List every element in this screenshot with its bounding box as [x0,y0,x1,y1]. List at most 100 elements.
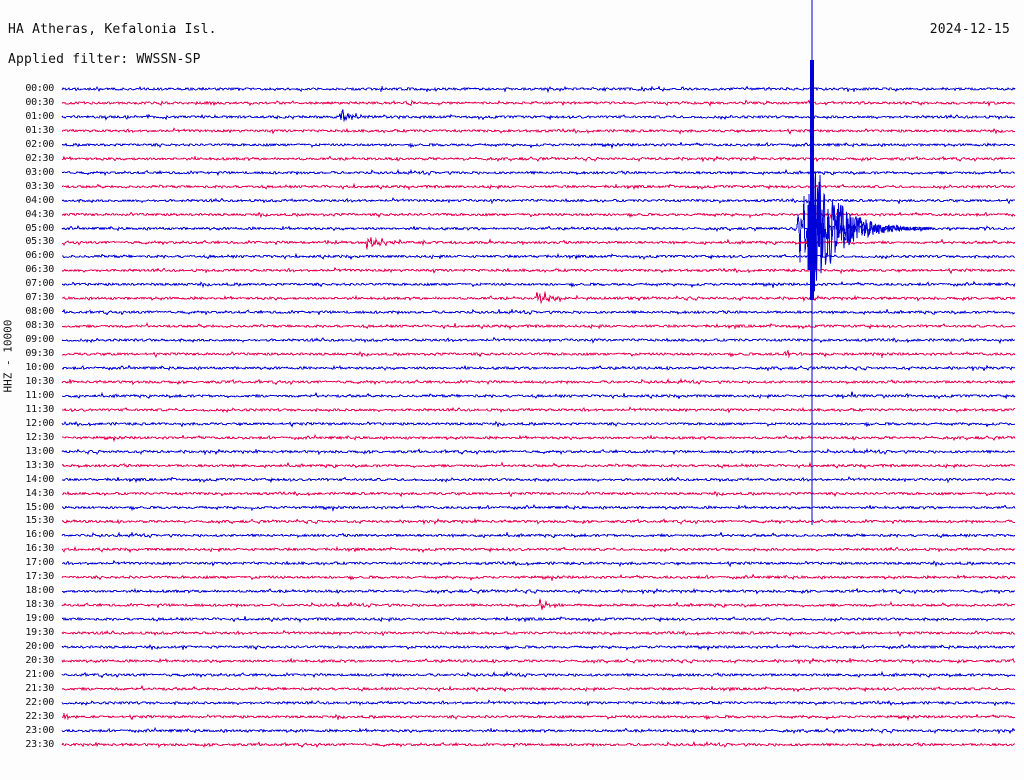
trace-row [61,127,1016,135]
time-label: 00:30 [25,96,54,108]
time-label: 01:00 [25,110,54,122]
trace-row [61,197,1016,205]
time-label: 22:00 [25,696,54,708]
time-label: 19:00 [25,613,54,625]
trace-row [61,490,1016,498]
time-label: 08:00 [25,306,54,318]
time-label: 01:30 [25,124,54,136]
time-label: 05:00 [25,222,54,234]
time-label: 00:00 [25,83,54,94]
trace-row [61,447,1016,456]
trace-row [61,336,1016,344]
time-label: 04:30 [25,208,54,220]
time-label: 08:30 [25,320,54,332]
time-label: 18:30 [25,599,54,611]
trace-row [61,629,1016,637]
time-label: 02:30 [25,152,54,164]
trace-row [61,266,1016,275]
trace-row [61,615,1016,624]
time-label: 17:00 [25,557,54,569]
time-label: 05:30 [25,236,54,248]
trace-row [61,280,1016,289]
time-label: 11:30 [25,403,54,415]
trace-row [61,699,1016,707]
time-label: 07:00 [25,278,54,290]
trace-row [61,587,1016,596]
time-label: 06:00 [25,250,54,262]
trace-row [61,155,1016,163]
trace-row [61,559,1016,568]
trace-row [61,391,1016,400]
time-label: 10:00 [25,362,54,373]
trace-row [61,420,1016,428]
trace-row [61,168,1016,176]
filter-label: Applied filter: WWSSN-SP [8,52,201,67]
time-label: 15:30 [25,515,54,527]
time-label: 11:00 [25,389,54,401]
time-label: 14:00 [25,473,54,485]
page-title: HA Atheras, Kefalonia Isl. [8,22,217,37]
trace-row [61,461,1016,470]
trace-row [61,109,1016,122]
trace-row [61,99,1016,108]
trace-row [61,364,1016,372]
time-label: 23:00 [25,724,54,736]
trace-row [61,670,1016,679]
trace-row [61,740,1016,749]
trace-row [61,377,1016,386]
time-label: 13:00 [25,445,54,457]
trace-row [61,194,1016,263]
time-label: 06:30 [25,264,54,276]
trace-row [61,322,1016,331]
trace-row [61,643,1016,652]
time-label: 03:30 [25,180,54,192]
time-label: 09:30 [25,348,54,360]
time-label: 20:30 [25,654,54,666]
trace-row [61,406,1016,414]
time-label: 19:30 [25,627,54,639]
time-label: 16:30 [25,543,54,555]
time-label: 03:00 [25,166,54,178]
trace-row [61,657,1016,665]
trace-row [61,545,1016,554]
time-label: 21:00 [25,668,54,680]
time-label: 12:00 [25,417,54,429]
trace-row [61,598,1016,610]
time-label: 15:00 [25,501,54,513]
trace-row [61,291,1016,304]
time-label: 21:30 [25,682,54,694]
trace-row [61,85,1016,94]
trace-row [61,712,1016,722]
time-label: 10:30 [25,375,54,387]
trace-row [61,727,1016,735]
trace-row [61,531,1016,539]
date-label: 2024-12-15 [929,22,1010,37]
time-label: 14:30 [25,487,54,499]
time-label: 07:30 [25,292,54,304]
trace-row [61,684,1016,693]
trace-row [61,211,1016,220]
trace-row [61,476,1016,484]
time-label: 02:00 [25,138,54,150]
trace-row [61,182,1016,191]
time-label: 18:00 [25,585,54,597]
trace-row [61,518,1016,526]
trace-row [61,350,1016,359]
time-label: 12:30 [25,431,54,443]
trace-row [61,434,1016,443]
trace-row [61,573,1016,582]
trace-row [61,252,1016,261]
time-label: 17:30 [25,571,54,583]
time-label: 04:00 [25,194,54,206]
time-label: 16:00 [25,529,54,541]
time-label: 09:00 [25,334,54,346]
time-label: 22:30 [25,710,54,722]
trace-row [61,141,1016,150]
main-event-burst [804,172,933,294]
trace-row [61,237,1016,250]
time-label: 13:30 [25,459,54,471]
trace-row [61,503,1016,513]
